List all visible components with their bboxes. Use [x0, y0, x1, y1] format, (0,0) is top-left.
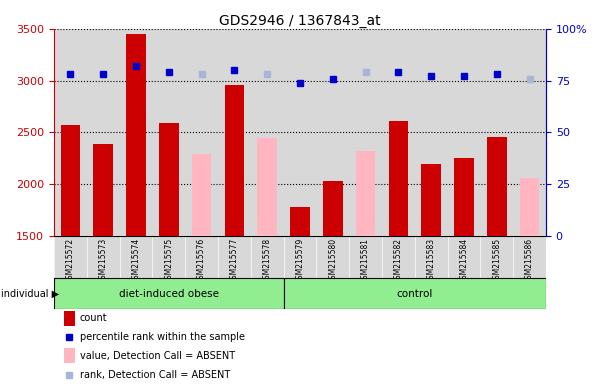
Text: GSM215584: GSM215584 — [460, 238, 469, 284]
Text: GSM215583: GSM215583 — [427, 238, 436, 284]
Bar — [487, 137, 506, 236]
Bar — [64, 348, 74, 363]
Text: GSM215576: GSM215576 — [197, 238, 206, 284]
Bar — [224, 85, 244, 236]
Bar — [421, 164, 441, 236]
Text: GSM215586: GSM215586 — [525, 238, 534, 284]
Text: GSM215573: GSM215573 — [98, 238, 108, 284]
Text: diet-induced obese: diet-induced obese — [119, 289, 219, 299]
Bar — [323, 181, 343, 236]
Text: GSM215574: GSM215574 — [131, 238, 140, 284]
Bar — [290, 207, 310, 236]
Bar — [192, 154, 211, 236]
Text: count: count — [80, 313, 107, 323]
Text: control: control — [397, 289, 433, 299]
Bar — [284, 278, 546, 309]
Bar — [389, 121, 408, 236]
Bar — [454, 158, 474, 236]
Bar — [520, 178, 539, 236]
Bar — [257, 138, 277, 236]
Text: GSM215582: GSM215582 — [394, 238, 403, 284]
Text: GSM215572: GSM215572 — [66, 238, 75, 284]
Bar — [159, 123, 179, 236]
Text: GSM215585: GSM215585 — [492, 238, 502, 284]
Bar — [61, 125, 80, 236]
Bar — [126, 34, 146, 236]
Text: GSM215579: GSM215579 — [296, 238, 305, 284]
Title: GDS2946 / 1367843_at: GDS2946 / 1367843_at — [219, 14, 381, 28]
Bar — [54, 278, 284, 309]
Text: GSM215580: GSM215580 — [328, 238, 337, 284]
Bar — [64, 311, 74, 326]
Text: GSM215581: GSM215581 — [361, 238, 370, 284]
Text: GSM215577: GSM215577 — [230, 238, 239, 284]
Text: GSM215578: GSM215578 — [263, 238, 272, 284]
Text: rank, Detection Call = ABSENT: rank, Detection Call = ABSENT — [80, 370, 230, 380]
Bar — [356, 151, 376, 236]
Bar — [94, 144, 113, 236]
Text: GSM215575: GSM215575 — [164, 238, 173, 284]
Text: percentile rank within the sample: percentile rank within the sample — [80, 332, 245, 342]
Text: value, Detection Call = ABSENT: value, Detection Call = ABSENT — [80, 351, 235, 361]
Text: individual ▶: individual ▶ — [1, 289, 59, 299]
